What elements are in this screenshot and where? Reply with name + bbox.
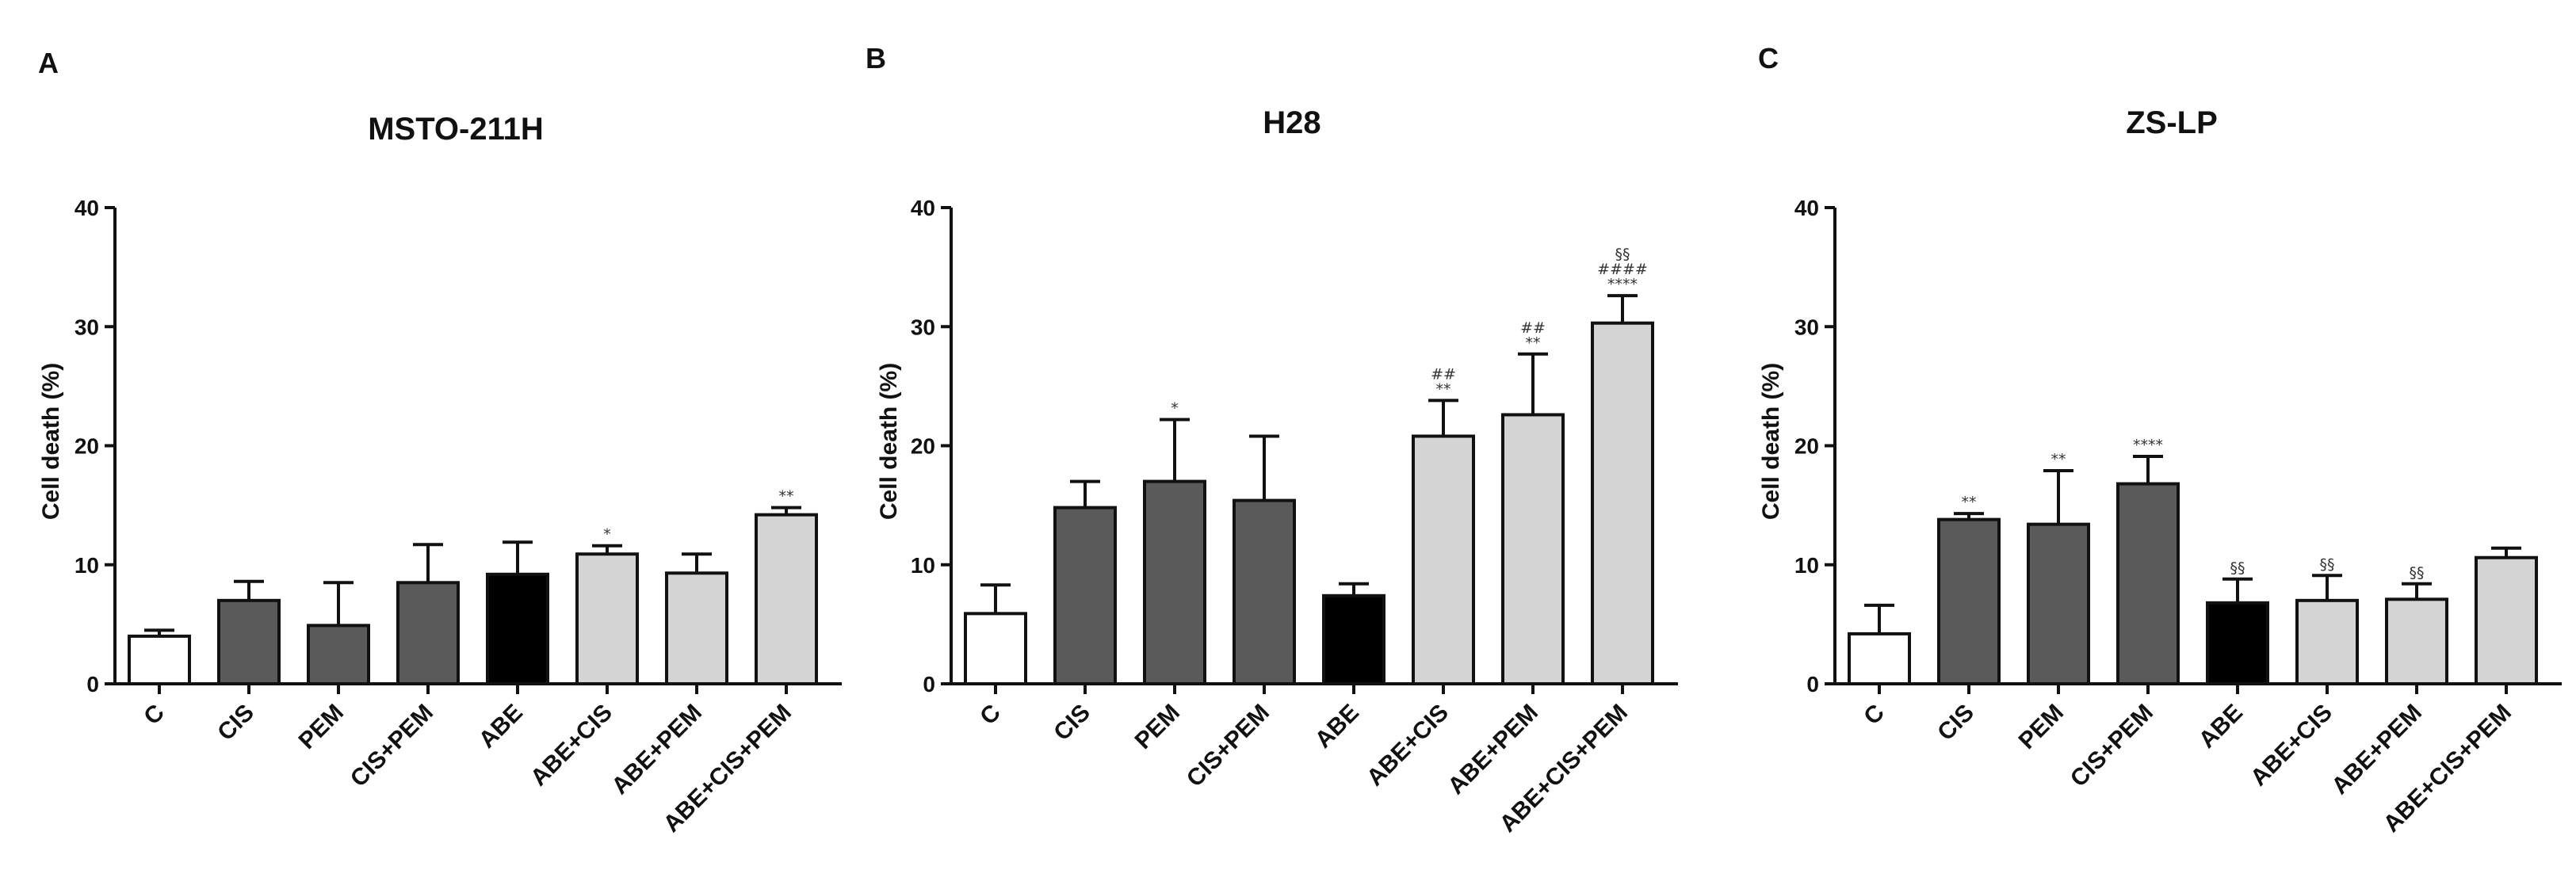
bar bbox=[486, 572, 549, 686]
x-tick-label: ABE+CIS bbox=[2245, 700, 2337, 792]
x-tick-label: ABE bbox=[1310, 700, 1364, 754]
bar bbox=[217, 598, 281, 686]
y-tick-label: 30 bbox=[911, 315, 935, 339]
y-tick-label: 10 bbox=[911, 553, 935, 578]
x-tick-label: C bbox=[1859, 700, 1890, 731]
y-axis-label: Cell death (%) bbox=[1758, 363, 1784, 520]
y-tick-label: 40 bbox=[911, 196, 935, 220]
bar bbox=[2475, 555, 2538, 685]
significance-label: **** bbox=[2133, 437, 2163, 454]
bar bbox=[2385, 597, 2448, 686]
bar bbox=[2206, 601, 2269, 686]
x-tick-label: C bbox=[139, 700, 170, 731]
x-tick-label: CIS+PEM bbox=[1182, 700, 1275, 792]
bar bbox=[2116, 482, 2180, 686]
y-tick-label: 0 bbox=[923, 672, 935, 696]
bar bbox=[2295, 598, 2359, 686]
y-tick-label: 20 bbox=[911, 434, 935, 459]
significance-label: ## bbox=[1520, 319, 1546, 337]
panel-letter: B bbox=[866, 42, 886, 74]
x-tick-label: CIS bbox=[1932, 700, 1979, 746]
significance-label: ** bbox=[1526, 334, 1541, 352]
bar bbox=[2027, 522, 2090, 685]
bar bbox=[1412, 434, 1475, 685]
bar bbox=[396, 581, 460, 685]
significance-label: **** bbox=[1607, 276, 1638, 293]
bar bbox=[1322, 593, 1385, 685]
y-tick-label: 0 bbox=[86, 672, 99, 696]
significance-label: §§ bbox=[1615, 246, 1630, 263]
y-tick-label: 30 bbox=[1794, 315, 1819, 339]
y-axis-label: Cell death (%) bbox=[876, 363, 902, 520]
bar bbox=[1143, 479, 1206, 686]
panel-letter: A bbox=[38, 47, 59, 79]
x-tick-label: C bbox=[975, 700, 1006, 731]
significance-label: * bbox=[603, 526, 611, 544]
bar bbox=[964, 612, 1027, 685]
x-tick-label: PEM bbox=[2014, 700, 2069, 754]
significance-label: ## bbox=[1431, 365, 1456, 383]
bar bbox=[307, 624, 370, 685]
x-tick-label: CIS+PEM bbox=[2066, 700, 2158, 792]
bar bbox=[128, 634, 191, 686]
bar bbox=[575, 552, 639, 685]
bar bbox=[1233, 498, 1296, 685]
bar bbox=[1937, 517, 2001, 686]
bar bbox=[1848, 632, 1911, 686]
y-tick-label: 10 bbox=[75, 553, 99, 578]
significance-label: §§ bbox=[2230, 559, 2245, 577]
bar bbox=[1591, 321, 1654, 685]
significance-label: §§ bbox=[2320, 555, 2335, 573]
chart-b-svg: B H28 Cell death (%) 0 10 20 30 40 C CIS * PEMCI… bbox=[866, 42, 1678, 838]
chart-panel-b: B H28 Cell death (%) 0 10 20 30 40 C CIS * PEM CI… bbox=[836, 0, 1692, 893]
x-tick-label: ABE+CIS bbox=[1362, 700, 1454, 792]
x-tick-label: ABE bbox=[474, 700, 528, 754]
chart-title: ZS-LP bbox=[2126, 105, 2218, 140]
significance-label: * bbox=[1171, 399, 1179, 417]
significance-label: #### bbox=[1597, 261, 1648, 278]
chart-c-svg: C ZS-LP Cell death (%) 0 10 20 30 40 C ** CIS **… bbox=[1758, 42, 2562, 838]
x-tick-label: ABE bbox=[2194, 700, 2248, 754]
significance-label: §§ bbox=[2410, 564, 2425, 582]
y-tick-label: 40 bbox=[1794, 196, 1819, 220]
chart-c-marks: 0 10 20 30 40 C ** CIS ** PEM **** CIS+PEM §§ ABE §§ AB… bbox=[1794, 196, 2562, 838]
x-tick-label: CIS+PEM bbox=[346, 700, 438, 792]
chart-panel-a: A MSTO-211H Cell death (%) 0 10 20 30 40 C CIS… bbox=[0, 0, 856, 893]
x-tick-label: PEM bbox=[294, 700, 349, 754]
chart-a-svg: A MSTO-211H Cell death (%) 0 10 20 30 40 C CIS… bbox=[38, 47, 842, 838]
panel-letter: C bbox=[1758, 42, 1779, 74]
x-tick-label: CIS bbox=[212, 700, 259, 746]
x-tick-label: PEM bbox=[1130, 700, 1185, 754]
y-tick-label: 20 bbox=[1794, 434, 1819, 459]
significance-label: ** bbox=[2051, 451, 2066, 468]
bar bbox=[1053, 506, 1117, 685]
significance-label: ** bbox=[1962, 494, 1977, 511]
y-tick-label: 20 bbox=[75, 434, 99, 459]
significance-label: ** bbox=[779, 488, 794, 506]
y-tick-label: 40 bbox=[75, 196, 99, 220]
y-tick-label: 0 bbox=[1806, 672, 1819, 696]
chart-title: MSTO-211H bbox=[368, 112, 544, 147]
x-tick-label: CIS bbox=[1049, 700, 1095, 746]
bar bbox=[1501, 413, 1565, 685]
significance-label: ** bbox=[1436, 380, 1451, 398]
chart-panel-c: C ZS-LP Cell death (%) 0 10 20 30 40 C ** CIS **… bbox=[1720, 0, 2576, 893]
bar bbox=[665, 571, 728, 686]
y-tick-label: 10 bbox=[1794, 553, 1819, 578]
chart-title: H28 bbox=[1263, 105, 1320, 140]
y-axis-label: Cell death (%) bbox=[38, 363, 64, 520]
bar bbox=[755, 513, 818, 686]
y-tick-label: 30 bbox=[75, 315, 99, 339]
x-tick-label: ABE+CIS bbox=[526, 700, 617, 792]
